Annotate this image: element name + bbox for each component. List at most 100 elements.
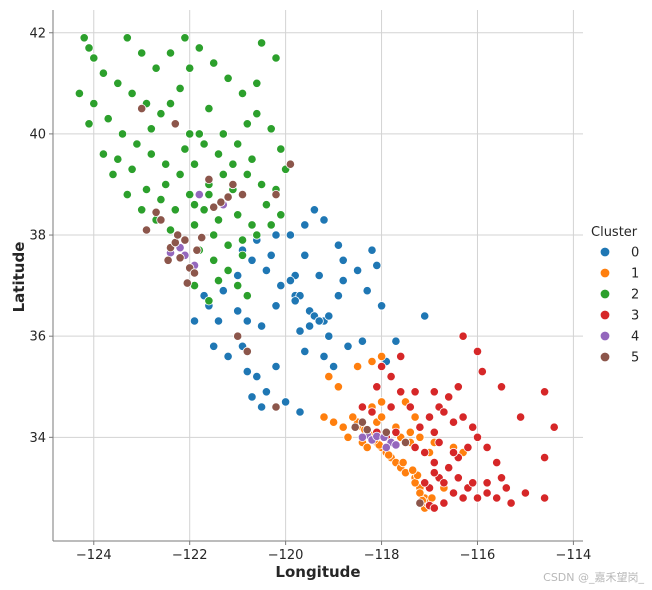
legend-title: Cluster	[591, 225, 638, 240]
scatter-point-cluster-2	[127, 88, 137, 99]
scatter-point-cluster-0	[309, 205, 319, 215]
scatter-point-cluster-5	[362, 425, 372, 435]
scatter-point-cluster-1	[398, 457, 408, 468]
scatter-point-cluster-0	[300, 220, 310, 230]
legend-marker-2	[599, 288, 611, 300]
scatter-point-cluster-2	[74, 88, 85, 99]
scatter-point-cluster-1	[376, 397, 387, 407]
scatter-point-cluster-5	[233, 331, 243, 341]
scatter-point-cluster-3	[367, 407, 377, 417]
scatter-point-cluster-3	[429, 427, 439, 437]
x-axis-title: Longitude	[275, 563, 360, 581]
scatter-point-cluster-5	[223, 192, 233, 202]
scatter-point-cluster-0	[285, 230, 295, 240]
scatter-point-cluster-2	[146, 149, 156, 159]
tick-labels: −124 −122 −120 −118 −116 −114 34 36 38 40 42	[29, 26, 591, 563]
scatter-point-cluster-2	[233, 280, 243, 291]
scatter-point-cluster-0	[233, 270, 243, 281]
scatter-point-cluster-2	[247, 154, 257, 164]
scatter-point-cluster-0	[266, 250, 276, 260]
scatter-point-cluster-5	[216, 197, 226, 207]
scatter-point-cluster-2	[175, 83, 185, 94]
scatter-point-cluster-2	[213, 275, 224, 286]
scatter-point-cluster-3	[458, 412, 468, 422]
scatter-point-cluster-2	[256, 38, 267, 48]
scatter-point-cluster-2	[213, 215, 224, 225]
x-tick-label: −116	[460, 548, 496, 563]
scatter-point-cluster-0	[352, 265, 363, 275]
scatter-point-cluster-2	[180, 33, 190, 43]
scatter-point-cluster-5	[151, 207, 161, 217]
scatter-point-cluster-2	[252, 78, 262, 88]
scatter-point-cluster-2	[252, 230, 262, 240]
scatter-point-cluster-3	[410, 442, 420, 452]
scatter-point-cluster-3	[482, 478, 492, 488]
scatter-point-cluster-5	[182, 278, 192, 288]
scatter-point-cluster-3	[434, 437, 444, 447]
scatter-point-cluster-3	[448, 417, 459, 427]
scatter-point-cluster-0	[280, 397, 291, 407]
legend-label-4: 4	[631, 330, 639, 345]
scatter-point-cluster-5	[170, 238, 180, 248]
scatter-point-cluster-0	[256, 402, 267, 412]
scatter-point-cluster-3	[472, 493, 483, 503]
scatter-point-cluster-0	[252, 371, 262, 382]
scatter-point-cluster-2	[170, 205, 180, 215]
scatter-point-cluster-3	[520, 488, 531, 498]
x-tick-label: −118	[364, 548, 400, 563]
scatter-point-cluster-2	[165, 225, 176, 235]
scatter-point-cluster-2	[98, 68, 109, 78]
scatter-point-cluster-0	[328, 361, 339, 372]
scatter-point-cluster-2	[189, 200, 200, 210]
scatter-point-cluster-0	[223, 351, 233, 361]
scatter-point-cluster-5	[175, 253, 185, 263]
scatter-point-cluster-3	[386, 371, 396, 382]
scatter-point-cluster-0	[247, 392, 257, 402]
scatter-point-cluster-2	[242, 291, 252, 301]
scatter-point-cluster-2	[252, 109, 262, 119]
scatter-point-cluster-3	[492, 493, 502, 503]
scatter-point-cluster-0	[271, 301, 281, 311]
scatter-point-cluster-4	[357, 432, 367, 442]
scatter-point-cluster-2	[204, 104, 214, 114]
scatter-point-cluster-2	[218, 169, 228, 179]
scatter-point-cluster-0	[218, 286, 228, 296]
scatter-point-cluster-2	[209, 230, 219, 240]
scatter-point-cluster-1	[324, 371, 334, 382]
scatter-point-cluster-0	[256, 321, 267, 331]
scatter-point-cluster-4	[381, 442, 391, 452]
scatter-point-cluster-2	[194, 129, 204, 139]
scatter-point-cluster-3	[429, 503, 439, 513]
scatter-point-cluster-3	[396, 351, 406, 361]
scatter-point-cluster-1	[376, 412, 387, 422]
scatter-point-cluster-5	[156, 215, 166, 225]
scatter-point-cluster-3	[448, 447, 459, 458]
scatter-point-cluster-0	[189, 316, 200, 326]
scatter-point-cluster-2	[175, 169, 185, 179]
scatter-point-cluster-0	[295, 407, 305, 417]
gridlines	[53, 10, 583, 541]
scatter-point-cluster-3	[439, 407, 449, 417]
scatter-point-cluster-2	[266, 124, 276, 134]
scatter-point-cluster-3	[376, 361, 387, 372]
y-tick-label: 34	[29, 431, 46, 446]
scatter-point-cluster-2	[108, 169, 118, 179]
scatter-point-cluster-2	[223, 265, 233, 275]
scatter-point-cluster-2	[223, 73, 233, 83]
scatter-point-cluster-0	[271, 361, 281, 372]
scatter-point-cluster-0	[333, 240, 343, 250]
scatter-point-cluster-4	[391, 440, 401, 450]
scatter-point-cluster-1	[376, 351, 387, 361]
scatter-point-cluster-2	[218, 129, 228, 139]
legend-marker-5	[599, 351, 611, 363]
scatter-point-cluster-3	[515, 412, 526, 422]
scatter-point-cluster-3	[492, 457, 502, 468]
scatter-point-cluster-3	[496, 382, 507, 392]
scatter-point-cluster-0	[261, 387, 271, 397]
scatter-point-cluster-1	[410, 412, 420, 422]
scatter-point-cluster-3	[420, 447, 430, 458]
legend-label-1: 1	[631, 267, 639, 282]
scatter-point-cluster-3	[372, 382, 382, 392]
scatter-point-cluster-5	[209, 202, 219, 212]
scatter-point-cluster-3	[420, 478, 430, 488]
